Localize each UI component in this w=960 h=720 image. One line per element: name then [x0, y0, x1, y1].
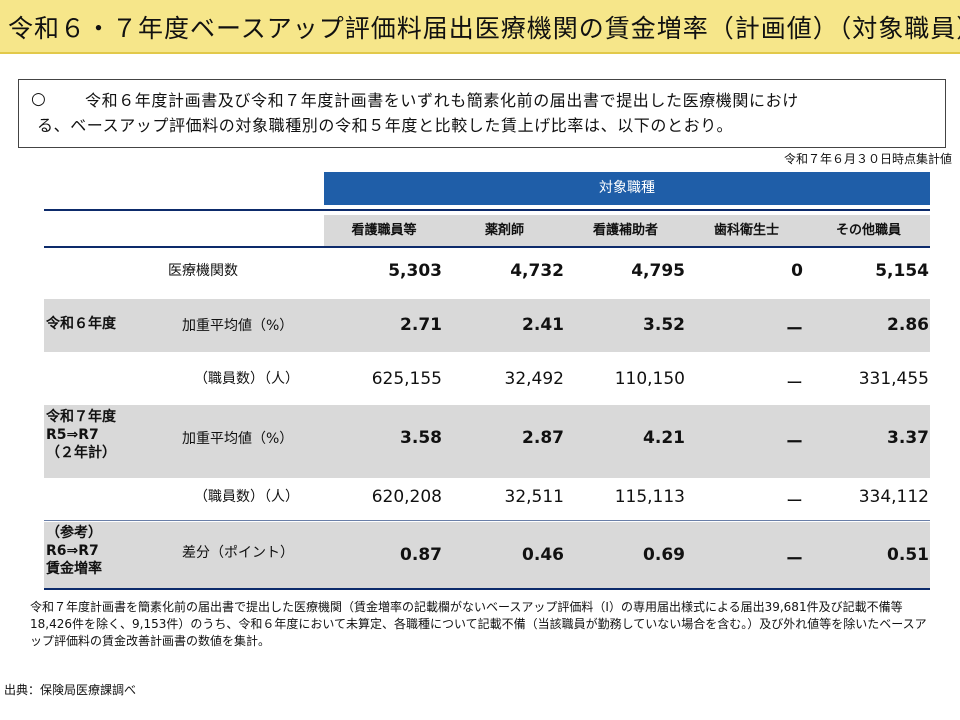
section-label-line: R5⇒R7: [46, 427, 99, 443]
table-cell: 4.21: [643, 428, 685, 448]
row-label: 医療機関数: [168, 263, 238, 279]
as-of-note: 令和７年６月３０日時点集計値: [783, 152, 952, 166]
page-title: 令和６・７年度ベースアップ評価料届出医療機関の賃金増率（計画値）（対象職員）: [8, 14, 960, 43]
header-rule: [44, 246, 930, 248]
summary-text: 令和６年度計画書及び令和７年度計画書をいずれも簡素化前の届出書で提出した医療機関…: [37, 88, 941, 138]
summary-line-2: る、ベースアップ評価料の対象職種別の令和５年度と比較した賃上げ比率は、以下のとお…: [37, 116, 734, 135]
table-row: [44, 299, 930, 352]
section-label-r6: 令和６年度: [46, 316, 116, 332]
table-cell: 0.69: [643, 545, 685, 565]
row-label: （職員数）（人）: [194, 371, 299, 387]
table-cell: 110,150: [614, 369, 685, 389]
column-header: 薬剤師: [444, 215, 565, 246]
table-cell: ー: [786, 433, 803, 453]
column-header: その他職員: [807, 215, 930, 246]
table-cell: 331,455: [858, 369, 929, 389]
table-bottom-rule: [44, 588, 930, 590]
column-header: 看護補助者: [565, 215, 686, 246]
table-cell: 0.46: [522, 545, 564, 565]
column-header: 歯科衛生士: [686, 215, 807, 246]
table-cell: 2.71: [400, 315, 442, 335]
table-cell: 32,511: [504, 487, 564, 507]
table-cell: 115,113: [614, 487, 685, 507]
row-label: （職員数）（人）: [194, 489, 299, 505]
table-cell: 334,112: [858, 487, 929, 507]
row-label: 加重平均値（%）: [182, 318, 294, 334]
section-label-line: 令和７年度: [46, 409, 116, 425]
table-cell: ー: [786, 492, 803, 512]
table-cell: 2.86: [887, 315, 929, 335]
table-row: [44, 405, 930, 478]
summary-line-1: 令和６年度計画書及び令和７年度計画書をいずれも簡素化前の届出書で提出した医療機関…: [85, 91, 799, 110]
group-header: 対象職種: [324, 172, 930, 205]
table-cell: 4,732: [510, 261, 564, 281]
table-cell: 0: [791, 261, 803, 281]
table-cell: 620,208: [371, 487, 442, 507]
summary-box: ○ 令和６年度計画書及び令和７年度計画書をいずれも簡素化前の届出書で提出した医療…: [18, 79, 946, 148]
table-cell: 2.41: [522, 315, 564, 335]
row-label: 差分（ポイント）: [182, 545, 294, 561]
source-note: 出典：保険局医療課調べ: [4, 683, 137, 697]
column-header: 看護職員等: [324, 215, 444, 246]
table-cell: 0.87: [400, 545, 442, 565]
table-cell: 0.51: [887, 545, 929, 565]
section-label-line: 賃金増率: [46, 561, 102, 577]
footnote: 令和７年度計画書を簡素化前の届出書で提出した医療機関（賃金増率の記載欄がないベー…: [30, 600, 927, 648]
table-cell: 3.37: [887, 428, 929, 448]
table-cell: 3.58: [400, 428, 442, 448]
section-label-line: R6⇒R7: [46, 543, 99, 559]
table-row: [44, 522, 930, 588]
section-label-r7: 令和７年度 R5⇒R7 （２年計）: [46, 408, 116, 462]
table-cell: ー: [786, 320, 803, 340]
section-label-line: （２年計）: [46, 445, 116, 461]
bullet-circle-icon: ○: [31, 89, 46, 109]
section-label-line: （参考）: [46, 525, 102, 541]
table-cell: 3.52: [643, 315, 685, 335]
table-cell: 5,154: [875, 261, 929, 281]
table-cell: 2.87: [522, 428, 564, 448]
table-cell: 32,492: [504, 369, 564, 389]
table-top-rule: [44, 209, 930, 211]
table-cell: ー: [786, 550, 803, 570]
row-divider: [44, 520, 930, 521]
table-cell: 625,155: [371, 369, 442, 389]
wage-rate-table: 対象職種 看護職員等 薬剤師 看護補助者 歯科衛生士 その他職員 医療機関数 5…: [44, 172, 930, 590]
row-label: 加重平均値（%）: [182, 431, 294, 447]
table-cell: ー: [786, 374, 803, 394]
table-cell: 5,303: [388, 261, 442, 281]
title-bar: 令和６・７年度ベースアップ評価料届出医療機関の賃金増率（計画値）（対象職員）: [0, 0, 960, 54]
table-cell: 4,795: [631, 261, 685, 281]
section-label-reference: （参考） R6⇒R7 賃金増率: [46, 524, 102, 578]
